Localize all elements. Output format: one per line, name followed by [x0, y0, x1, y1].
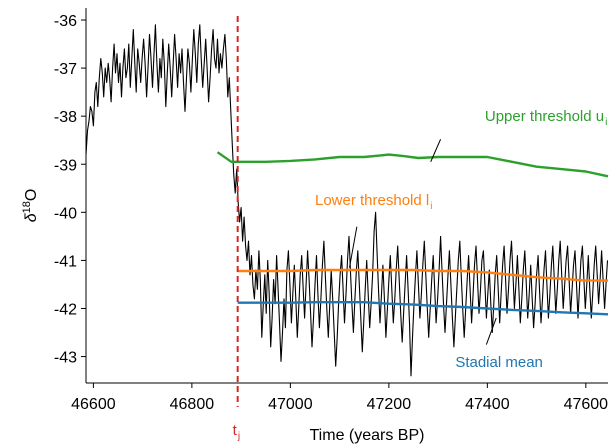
series-line-0 — [216, 151, 609, 178]
x-tick-label: 47000 — [268, 396, 313, 413]
y-tick-label: -36 — [54, 13, 77, 30]
y-tick-label: -43 — [54, 350, 77, 367]
annotation-pointer-lower — [348, 226, 358, 268]
x-tick-label: 46600 — [71, 396, 116, 413]
x-tick-label: 47200 — [367, 396, 412, 413]
x-tick-label: 47400 — [465, 396, 510, 413]
annotation-mean: Stadial mean — [455, 354, 543, 371]
y-tick-label: -42 — [54, 301, 77, 318]
y-tick-label: -41 — [54, 253, 77, 270]
series-line-2 — [237, 301, 609, 316]
y-tick-label: -38 — [54, 109, 77, 126]
y-tick-label: -39 — [54, 157, 77, 174]
annotation-upper: Upper threshold ui — [485, 108, 607, 128]
y-tick-label: -37 — [54, 61, 77, 78]
x-axis-title: Time (years BP) — [310, 427, 425, 444]
y-tick-label: -40 — [54, 205, 77, 222]
chart-labels: -36 -37 -38 -39 -40 -41 -42 -43 46600 46800 47000 4… — [21, 13, 608, 444]
chart-marks — [85, 16, 609, 407]
record-line — [85, 24, 609, 377]
x-tick-label: 46800 — [170, 396, 215, 413]
annotation-lower: Lower threshold li — [315, 192, 432, 212]
y-axis-title: δ18O — [21, 189, 40, 223]
series-line-1 — [237, 268, 608, 282]
tj-label: tj — [233, 422, 240, 442]
annotation-pointer-upper — [430, 139, 442, 163]
axes — [81, 8, 608, 388]
x-tick-label: 47600 — [564, 396, 609, 413]
annotation-pointer-mean — [485, 317, 497, 345]
